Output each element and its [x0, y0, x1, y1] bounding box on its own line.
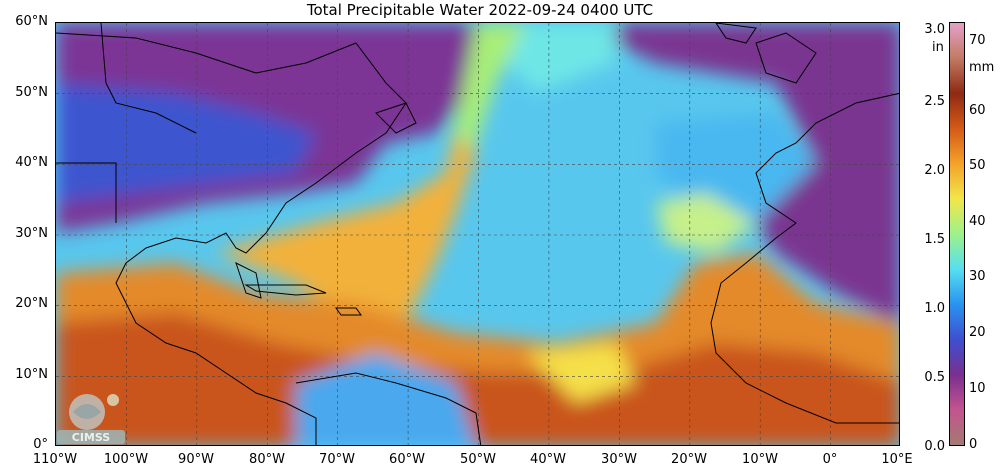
lon-label-60w: 60°W: [389, 452, 425, 467]
lon-label-20w: 20°W: [671, 452, 707, 467]
lon-label-80w: 80°W: [249, 452, 285, 467]
lon-label-90w: 90°W: [178, 452, 214, 467]
lat-label-0: 0°: [33, 437, 48, 452]
colorbar-tick-50: 50: [969, 158, 986, 173]
colorbar-tick-20: 20: [969, 325, 986, 340]
lon-label-10e: 10°E: [881, 452, 913, 467]
map-canvas: [56, 23, 899, 445]
colorbar-tick-30: 30: [969, 269, 986, 284]
lon-label-30w: 30°W: [601, 452, 637, 467]
lat-label-20n: 20°N: [15, 296, 48, 311]
colorbar-tick-2-5: 2.5: [924, 94, 945, 109]
colorbar: [949, 22, 965, 446]
colorbar-tick-0: 0: [969, 437, 978, 452]
colorbar-unit-in: in: [932, 40, 944, 55]
colorbar-tick-1-5: 1.5: [924, 232, 945, 247]
colorbar-tick-70: 70: [969, 33, 986, 48]
lon-label-50w: 50°W: [460, 452, 496, 467]
lon-label-110w: 110°W: [32, 452, 78, 467]
lat-label-10n: 10°N: [15, 367, 48, 382]
colorbar-tick-10: 10: [969, 381, 986, 396]
svg-text:CIMSS: CIMSS: [72, 431, 111, 444]
lon-label-100w: 100°W: [103, 452, 149, 467]
lon-label-0: 0°: [822, 452, 838, 467]
colorbar-unit-mm: mm: [969, 60, 995, 75]
lon-label-10w: 10°W: [742, 452, 778, 467]
cimss-logo: CIMSS: [57, 390, 127, 446]
colorbar-tick-40: 40: [969, 214, 986, 229]
lat-label-60n: 60°N: [15, 14, 48, 29]
lon-label-40w: 40°W: [530, 452, 566, 467]
graticule: [56, 23, 899, 445]
lat-label-30n: 30°N: [15, 226, 48, 241]
colorbar-tick-1-0: 1.0: [924, 301, 945, 316]
coastlines: [56, 23, 899, 445]
lat-label-40n: 40°N: [15, 155, 48, 170]
colorbar-tick-0-0: 0.0: [924, 439, 945, 454]
map-title: Total Precipitable Water 2022-09-24 0400…: [306, 1, 654, 19]
colorbar-tick-3-0: 3.0: [924, 22, 945, 37]
colorbar-tick-60: 60: [969, 103, 986, 118]
precipitable-water-map: [55, 22, 900, 446]
lat-label-50n: 50°N: [15, 85, 48, 100]
colorbar-tick-2-0: 2.0: [924, 163, 945, 178]
lon-label-70w: 70°W: [319, 452, 355, 467]
colorbar-tick-0-5: 0.5: [924, 370, 945, 385]
